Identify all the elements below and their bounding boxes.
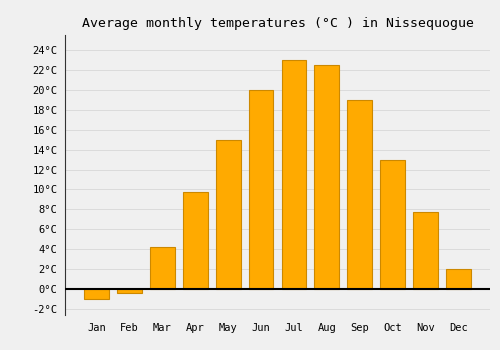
Bar (348, 100, 372, 289)
Title: Average monthly temperatures (°C ) in Nissequogue: Average monthly temperatures (°C ) in Ni… (82, 17, 473, 30)
Bar (84, 289, 109, 299)
Bar (314, 65, 339, 289)
Bar (117, 289, 142, 293)
Bar (150, 247, 174, 289)
Bar (282, 60, 306, 289)
Bar (380, 160, 405, 289)
Bar (248, 90, 274, 289)
Bar (216, 140, 240, 289)
Bar (446, 269, 470, 289)
Bar (413, 212, 438, 289)
Bar (183, 193, 208, 289)
